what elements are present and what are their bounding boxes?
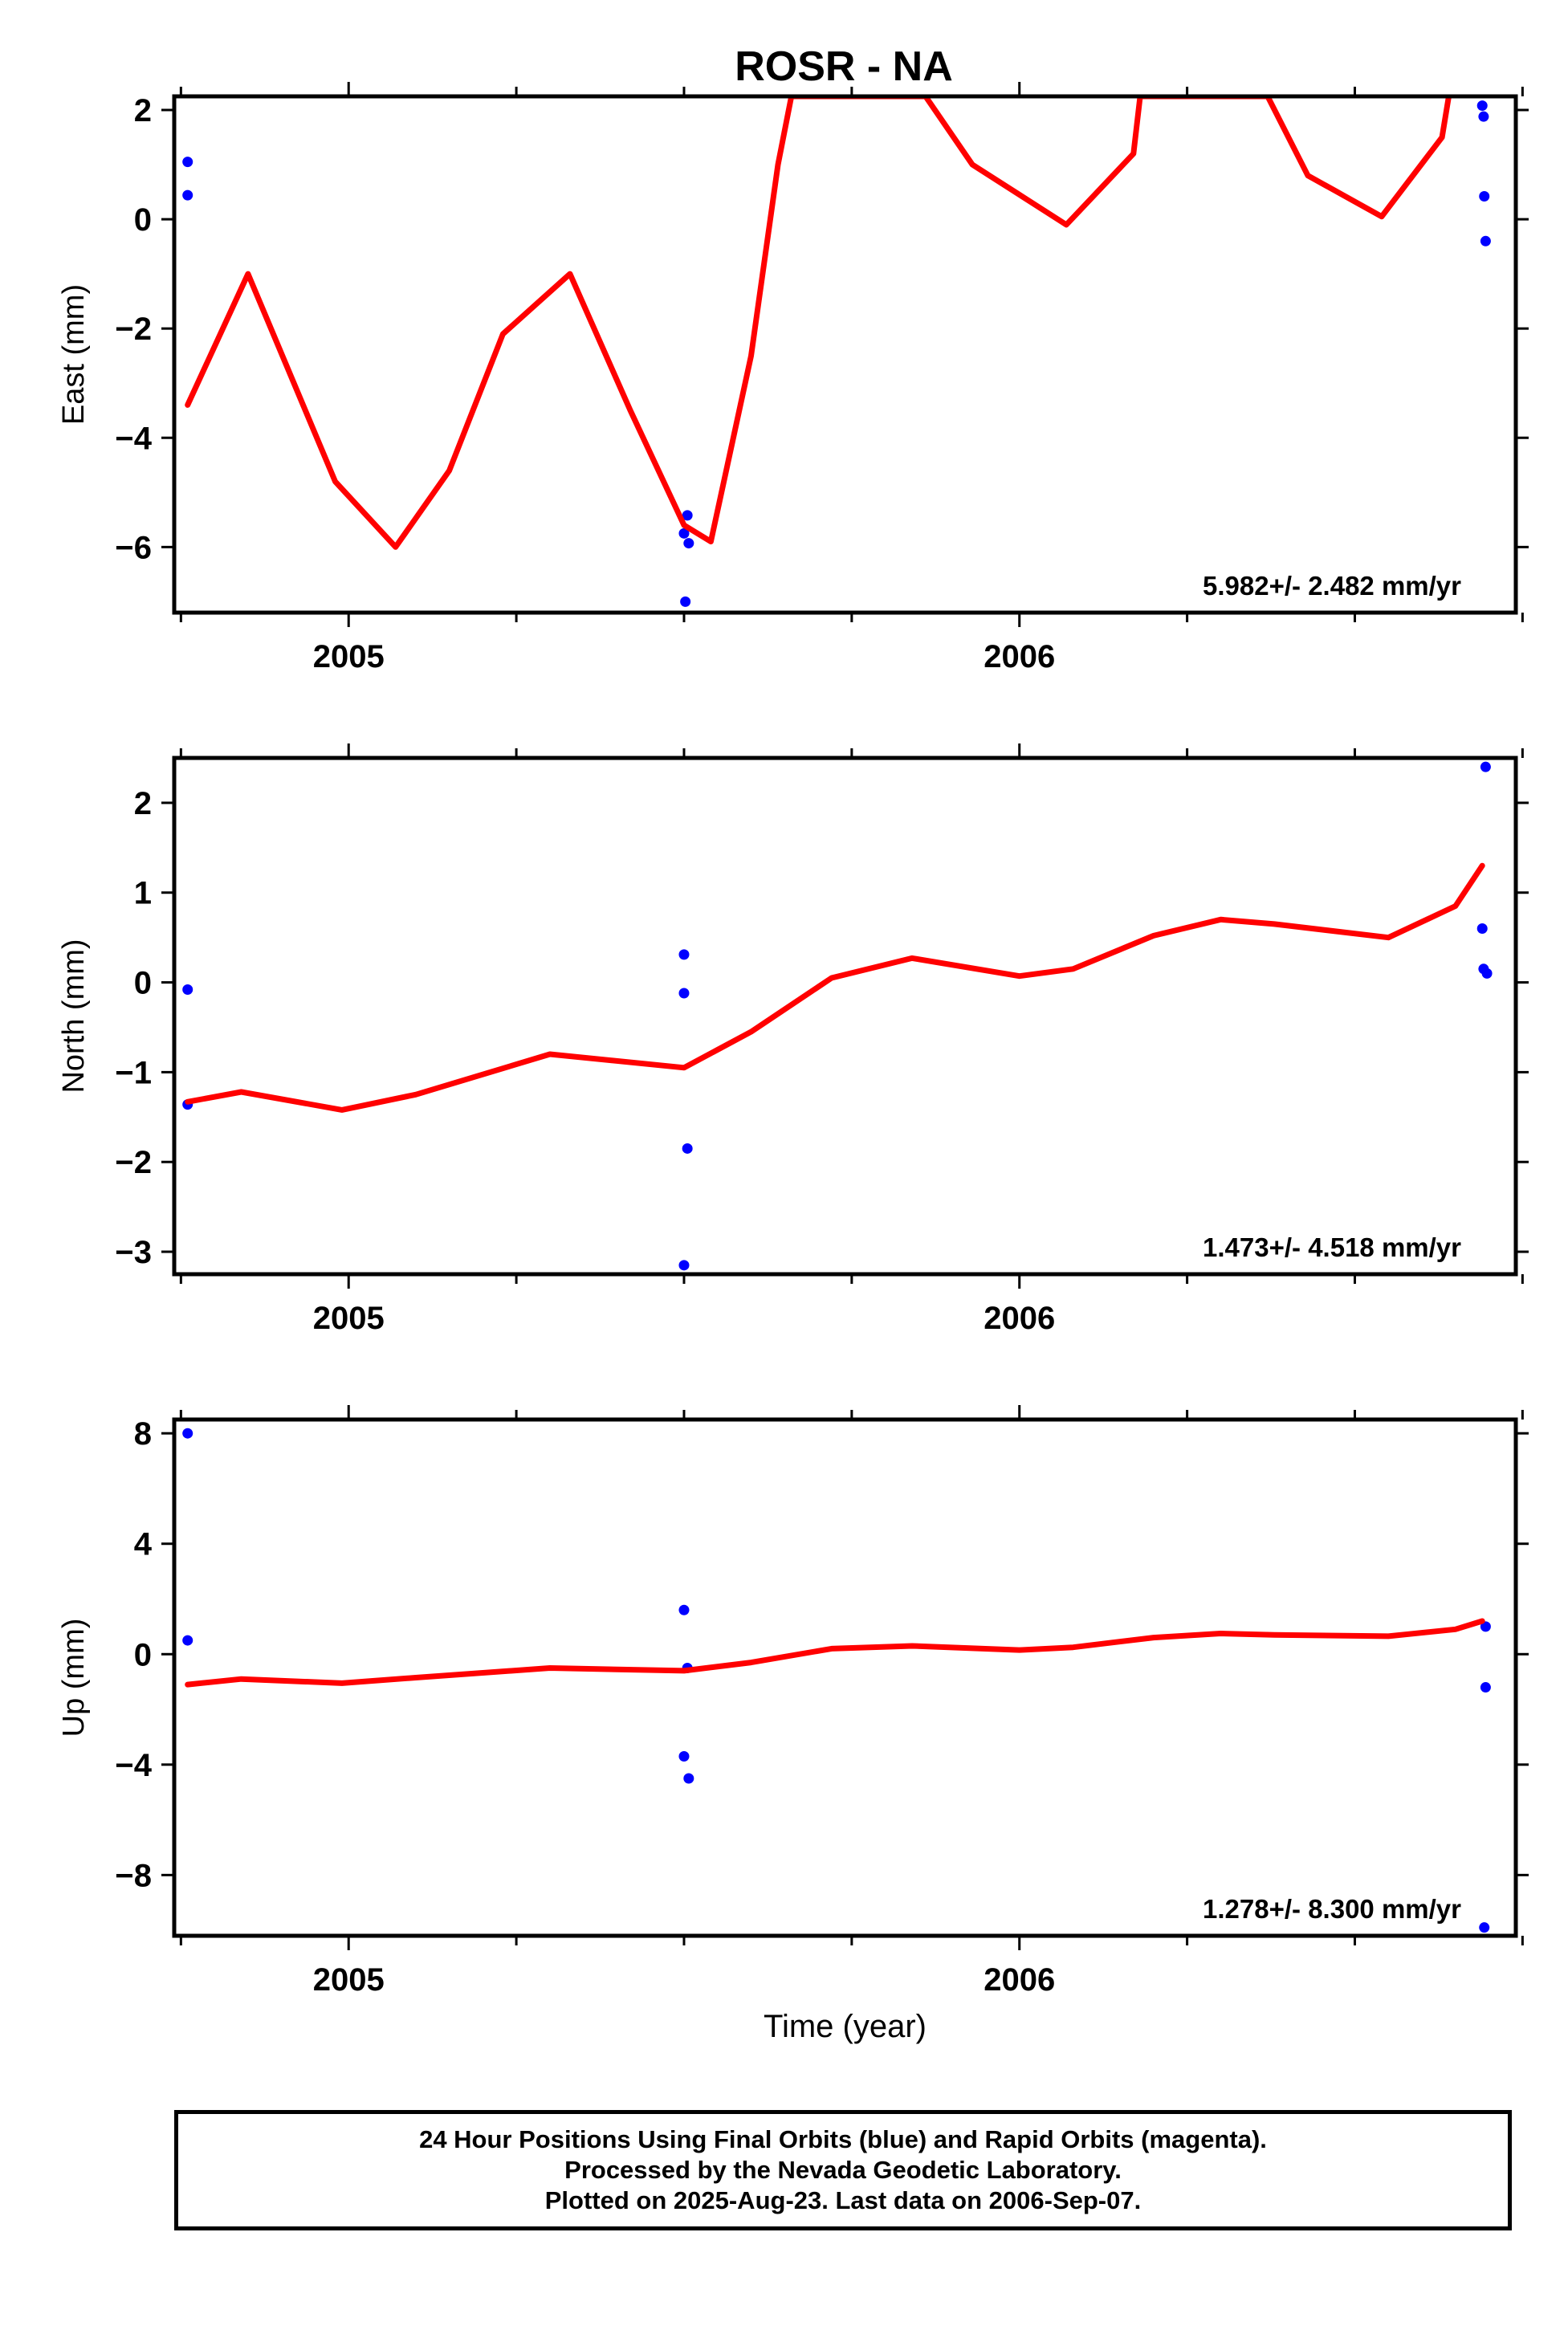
plot-frame xyxy=(172,756,1518,1277)
data-point xyxy=(1476,100,1488,112)
y-tick-label: 0 xyxy=(134,966,152,1001)
y-tick-label: −6 xyxy=(115,530,152,565)
y-tick-label: 8 xyxy=(134,1416,152,1452)
y-tick-label: 4 xyxy=(134,1527,153,1562)
data-point xyxy=(182,984,193,996)
plot-frame xyxy=(172,1417,1518,1938)
data-point xyxy=(182,157,193,168)
fit-line xyxy=(185,1618,1485,1688)
caption-line-1: 24 Hour Positions Using Final Orbits (bl… xyxy=(419,2125,1267,2153)
caption-line-2: Processed by the Nevada Geodetic Laborat… xyxy=(564,2156,1122,2184)
data-point xyxy=(682,510,693,521)
y-tick-label: −3 xyxy=(115,1235,152,1270)
rate-label: 1.473+/- 4.518 mm/yr xyxy=(1203,1232,1461,1262)
data-point xyxy=(678,949,690,960)
plot-frame xyxy=(172,94,1518,615)
x-tick-label: 2005 xyxy=(313,1301,385,1336)
data-point xyxy=(678,1750,690,1762)
y-tick-label: −4 xyxy=(115,1748,152,1783)
data-point xyxy=(1480,235,1491,246)
data-point xyxy=(182,1428,193,1439)
y-axis-label: Up (mm) xyxy=(57,1619,91,1737)
data-point xyxy=(683,538,694,549)
y-tick-label: 0 xyxy=(134,1637,152,1672)
data-point xyxy=(1479,1922,1490,1933)
x-tick-label: 2006 xyxy=(984,1962,1055,1998)
y-tick-label: 0 xyxy=(134,202,152,238)
x-tick-label: 2005 xyxy=(313,1962,385,1998)
rate-label: 5.982+/- 2.482 mm/yr xyxy=(1203,571,1461,601)
y-tick-label: −1 xyxy=(115,1055,152,1090)
data-point xyxy=(1480,1682,1491,1693)
fit-line xyxy=(185,862,1485,1113)
data-point xyxy=(678,1260,690,1271)
y-tick-label: −2 xyxy=(115,1145,152,1180)
data-point xyxy=(680,596,691,607)
y-axis-label: North (mm) xyxy=(57,939,91,1093)
x-tick-label: 2006 xyxy=(984,1301,1055,1336)
x-tick-label: 2006 xyxy=(984,639,1055,674)
data-point xyxy=(678,528,690,539)
data-point xyxy=(1481,967,1493,979)
caption-line-3: Plotted on 2025-Aug-23. Last data on 200… xyxy=(544,2186,1142,2214)
caption-box: 24 Hour Positions Using Final Orbits (bl… xyxy=(174,2110,1512,2230)
data-point xyxy=(678,1604,690,1615)
data-point xyxy=(182,1635,193,1646)
chart-title: ROSR - NA xyxy=(735,43,953,90)
y-tick-label: −4 xyxy=(115,421,152,456)
y-tick-label: 2 xyxy=(134,93,152,128)
y-tick-label: 2 xyxy=(134,786,152,821)
x-tick-label: 2005 xyxy=(313,639,385,674)
data-point xyxy=(1480,1621,1491,1632)
data-point xyxy=(682,1143,693,1154)
data-point xyxy=(1478,111,1489,122)
fit-line xyxy=(185,96,1452,550)
y-tick-label: 1 xyxy=(134,876,152,911)
y-tick-label: −2 xyxy=(115,312,152,347)
x-axis-label: Time (year) xyxy=(764,2009,927,2044)
rate-label: 1.278+/- 8.300 mm/yr xyxy=(1203,1894,1461,1924)
data-point xyxy=(1476,923,1488,934)
data-point xyxy=(678,988,690,999)
data-point xyxy=(1479,191,1490,202)
data-point xyxy=(683,1773,694,1784)
data-point xyxy=(1480,761,1491,772)
data-point xyxy=(182,189,193,201)
y-axis-label: East (mm) xyxy=(57,284,91,425)
y-tick-label: −8 xyxy=(115,1858,152,1893)
